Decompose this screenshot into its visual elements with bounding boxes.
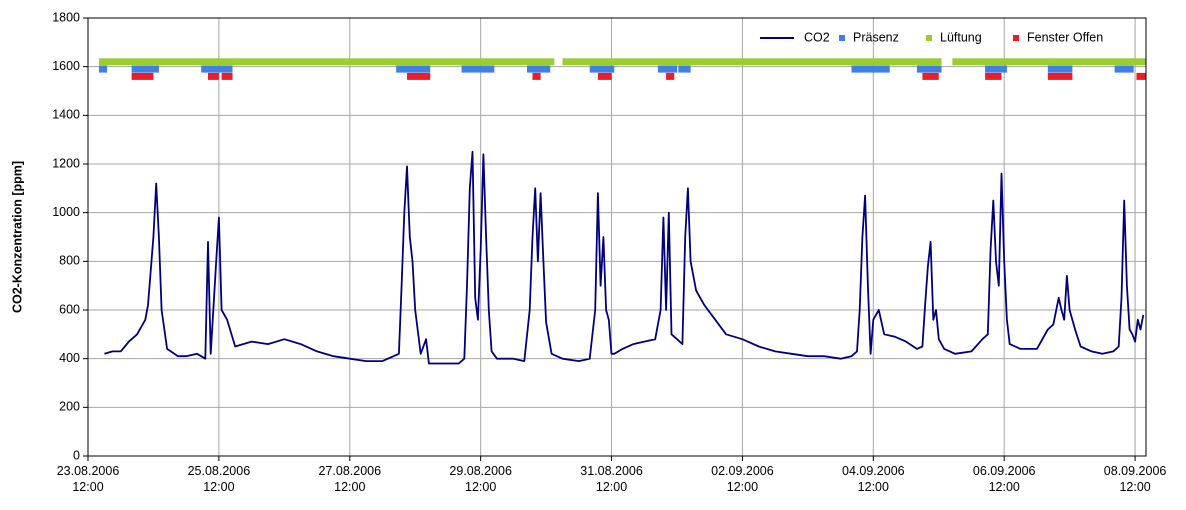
status-bar: [396, 65, 431, 73]
x-tick-label: 29.08.2006 12:00: [449, 464, 512, 494]
y-tick-label: 1000: [52, 205, 80, 219]
status-bar: [221, 72, 233, 80]
x-tick-label: 04.09.2006 12:00: [842, 464, 905, 494]
status-bar: [985, 72, 1002, 80]
status-bar: [597, 72, 612, 80]
x-tick-label: 06.09.2006 12:00: [973, 464, 1036, 494]
status-bar: [527, 65, 551, 73]
y-tick-label: 1600: [52, 59, 80, 73]
legend-label: Präsenz: [853, 30, 899, 44]
y-tick-label: 200: [59, 400, 80, 414]
y-axis-title: CO2-Konzentration [ppm]: [10, 161, 24, 313]
legend-label: Fenster Offen: [1027, 30, 1103, 44]
x-tick-label: 08.09.2006 12:00: [1104, 464, 1167, 494]
status-bar: [1114, 65, 1134, 73]
status-bar: [407, 72, 431, 80]
status-bar: [1047, 65, 1073, 73]
status-bar: [666, 72, 675, 80]
y-tick-label: 1800: [52, 10, 80, 24]
y-tick-label: 1200: [52, 156, 80, 170]
status-bar: [207, 72, 219, 80]
x-tick-label: 27.08.2006 12:00: [318, 464, 381, 494]
legend-swatch: [926, 35, 932, 41]
y-tick-label: 600: [59, 302, 80, 316]
legend: CO2 Präsenz Lüftung Fenster Offen: [760, 30, 1103, 44]
status-bar: [922, 72, 939, 80]
status-bar: [1047, 72, 1073, 80]
status-bar: [952, 58, 1146, 66]
status-bar: [131, 65, 159, 73]
status-bar: [562, 58, 942, 66]
legend-label: CO2: [804, 30, 830, 44]
x-tick-label: 25.08.2006 12:00: [188, 464, 251, 494]
x-tick-label: 23.08.2006 12:00: [57, 464, 120, 494]
status-bar: [532, 72, 541, 80]
status-bar: [461, 65, 495, 73]
x-tick-label: 02.09.2006 12:00: [711, 464, 774, 494]
legend-swatch: [1013, 35, 1019, 41]
y-tick-label: 400: [59, 351, 80, 365]
y-tick-label: 0: [73, 448, 80, 462]
y-tick-label: 1400: [52, 108, 80, 122]
legend-label: Lüftung: [940, 30, 982, 44]
marks: [98, 58, 1146, 365]
status-bar: [916, 65, 942, 73]
y-tick-label: 800: [59, 254, 80, 268]
status-bar: [851, 65, 890, 73]
status-bar: [985, 65, 1007, 73]
status-bar: [131, 72, 154, 80]
status-bar: [657, 65, 677, 73]
x-tick-label: 31.08.2006 12:00: [580, 464, 643, 494]
co2-line: [104, 150, 1145, 365]
status-bar: [201, 65, 233, 73]
status-bar: [98, 58, 555, 66]
status-bar: [98, 65, 108, 73]
plot-border: [87, 17, 1147, 457]
status-bar: [589, 65, 615, 73]
status-bar: [678, 65, 691, 73]
status-bar: [1136, 72, 1146, 80]
grid: 0 200 400 600 800 1000 1200 1400 1600 1800 23.08.2…: [52, 10, 1166, 494]
legend-swatch: [839, 35, 845, 41]
